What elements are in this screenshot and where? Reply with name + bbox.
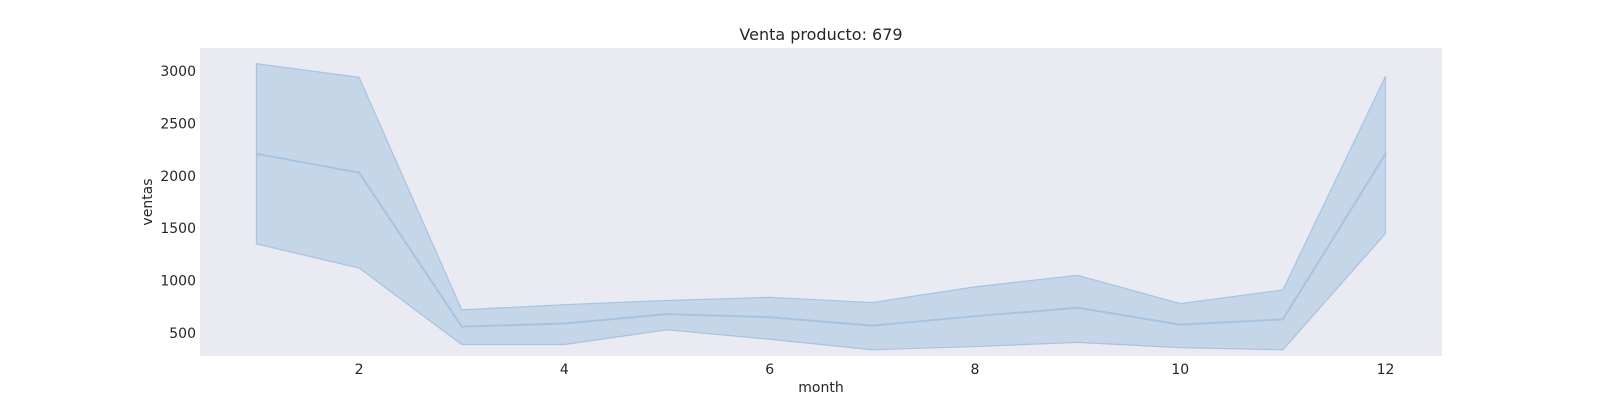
data-point: [358, 171, 361, 174]
data-point: [1281, 318, 1284, 321]
data-point: [1384, 152, 1387, 155]
y-tick-label: 1500: [160, 221, 196, 237]
y-tick-label: 3000: [160, 64, 196, 80]
x-tick-label: 10: [1171, 362, 1189, 378]
data-point: [255, 152, 258, 155]
x-axis-label: month: [798, 380, 843, 396]
x-tick-label: 4: [560, 362, 569, 378]
data-point: [1179, 323, 1182, 326]
x-tick-label: 8: [971, 362, 980, 378]
y-tick-label: 2000: [160, 169, 196, 185]
x-tick-label: 6: [765, 362, 774, 378]
data-point: [460, 325, 463, 328]
data-point: [973, 315, 976, 318]
y-axis-label: ventas: [140, 178, 156, 225]
x-tick-label: 2: [355, 362, 364, 378]
data-point: [666, 313, 669, 316]
data-point: [768, 316, 771, 319]
series-line: [256, 152, 1387, 328]
data-point: [563, 322, 566, 325]
chart-title: Venta producto: 679: [739, 25, 902, 44]
y-tick-label: 2500: [160, 116, 196, 132]
data-point: [871, 324, 874, 327]
y-tick-label: 500: [169, 326, 196, 342]
x-tick-label: 12: [1377, 362, 1395, 378]
data-point: [1076, 306, 1079, 309]
confidence-band: [255, 63, 1387, 351]
y-tick-label: 1000: [160, 274, 196, 290]
